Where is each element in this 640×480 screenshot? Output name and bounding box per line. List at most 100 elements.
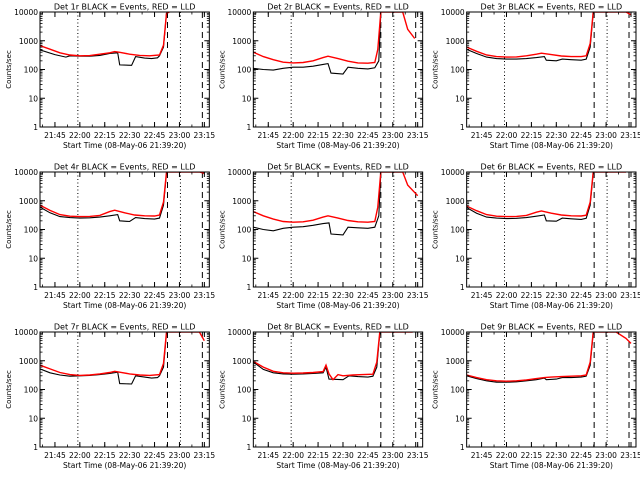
x-tick-label: 22:30	[332, 451, 354, 460]
y-tick-label: 100	[24, 386, 39, 395]
x-tick-label: 22:15	[307, 131, 329, 140]
y-tick-label: 1	[460, 123, 465, 132]
x-tick-label: 23:15	[620, 451, 640, 460]
y-tick-label: 10000	[14, 168, 38, 177]
detector-panel: 1 10 100 1000 10000 21:45 22:00 22:15 22:30 22:45…	[432, 323, 640, 471]
y-tick-label: 10	[455, 254, 465, 263]
lld-series-line	[40, 12, 170, 57]
y-axis-label: Counts/sec	[432, 210, 440, 249]
x-tick-label: 22:45	[357, 291, 379, 300]
y-tick-label: 10	[28, 414, 38, 423]
y-tick-label: 1000	[232, 37, 251, 46]
y-tick-label: 1	[247, 443, 252, 452]
events-series-line	[253, 13, 382, 75]
chart-title: Det 9r BLACK = Events, RED = LLD	[481, 323, 623, 332]
x-tick-label: 23:00	[382, 451, 404, 460]
y-axis-label: Counts/sec	[218, 210, 226, 249]
y-tick-label: 10000	[14, 328, 38, 337]
x-tick-label: 22:45	[570, 451, 592, 460]
events-series-line	[40, 333, 168, 385]
y-tick-label: 1	[460, 283, 465, 292]
y-tick-label: 10000	[227, 328, 251, 337]
y-axis-label: Counts/sec	[218, 370, 226, 409]
x-tick-label: 22:15	[307, 291, 329, 300]
y-tick-label: 100	[450, 66, 465, 75]
y-tick-label: 100	[237, 226, 252, 235]
y-tick-label: 1	[33, 283, 38, 292]
detector-panel: 1 10 100 1000 10000 21:45 22:00 22:15 22:30 22:45…	[218, 323, 428, 471]
plot-frame	[252, 331, 424, 448]
y-tick-label: 1	[247, 123, 252, 132]
x-tick-label: 22:30	[119, 291, 141, 300]
events-series-line	[40, 13, 168, 66]
x-tick-label: 22:45	[357, 451, 379, 460]
x-tick-label: 21:45	[44, 131, 66, 140]
x-tick-label: 22:00	[69, 131, 91, 140]
x-tick-label: 22:45	[357, 131, 379, 140]
x-tick-label: 21:45	[257, 451, 279, 460]
y-tick-label: 1000	[446, 197, 465, 206]
x-tick-label: 23:15	[194, 451, 216, 460]
y-tick-label: 1	[247, 283, 252, 292]
y-tick-label: 100	[24, 66, 39, 75]
x-tick-label: 22:45	[144, 131, 166, 140]
y-tick-label: 10	[242, 254, 252, 263]
plot-frame	[466, 11, 637, 128]
x-tick-label: 23:00	[169, 131, 191, 140]
y-axis-label: Counts/sec	[5, 50, 13, 89]
lld-series-line	[253, 172, 419, 223]
detector-panel: 1 10 100 1000 10000 21:45 22:00 22:15 22:30 22:45…	[432, 3, 640, 151]
x-tick-label: 22:15	[521, 291, 543, 300]
events-series-line	[253, 173, 382, 236]
x-tick-label: 23:15	[620, 291, 640, 300]
x-tick-label: 23:15	[620, 131, 640, 140]
y-tick-label: 1000	[446, 357, 465, 366]
x-tick-label: 23:00	[595, 131, 617, 140]
x-tick-label: 22:30	[119, 131, 141, 140]
x-tick-label: 22:15	[521, 131, 543, 140]
chart-title: Det 4r BLACK = Events, RED = LLD	[54, 163, 196, 172]
x-tick-label: 22:00	[496, 451, 518, 460]
x-axis-label: Start Time (08-May-06 21:39:20)	[63, 141, 186, 150]
y-tick-label: 10	[242, 414, 252, 423]
x-tick-label: 23:15	[194, 131, 216, 140]
plot-frame	[466, 171, 637, 288]
detector-panel: 1 10 100 1000 10000 21:45 22:00 22:15 22:30 22:45…	[432, 163, 640, 311]
y-tick-label: 10	[455, 94, 465, 103]
events-series-line	[466, 13, 594, 62]
x-axis-label: Start Time (08-May-06 21:39:20)	[276, 461, 399, 470]
y-tick-label: 10000	[441, 168, 465, 177]
plot-frame	[39, 171, 210, 288]
y-tick-label: 1000	[232, 197, 251, 206]
y-axis-label: Counts/sec	[432, 50, 440, 89]
x-tick-label: 22:00	[496, 131, 518, 140]
x-tick-label: 21:45	[257, 131, 279, 140]
lld-series-line	[40, 332, 205, 377]
y-tick-label: 1000	[19, 37, 38, 46]
x-tick-label: 23:15	[407, 291, 429, 300]
x-tick-label: 22:30	[332, 291, 354, 300]
lld-series-line	[466, 172, 626, 218]
y-tick-label: 1000	[232, 357, 251, 366]
y-tick-label: 1	[460, 443, 465, 452]
x-tick-label: 22:15	[94, 291, 116, 300]
plot-frame	[466, 331, 637, 448]
chart-title: Det 2r BLACK = Events, RED = LLD	[267, 3, 409, 12]
x-tick-label: 22:45	[570, 291, 592, 300]
x-tick-label: 22:15	[94, 451, 116, 460]
lld-series-line	[466, 12, 632, 58]
x-axis-label: Start Time (08-May-06 21:39:20)	[490, 141, 613, 150]
x-axis-label: Start Time (08-May-06 21:39:20)	[63, 461, 186, 470]
x-tick-label: 23:00	[595, 451, 617, 460]
y-axis-label: Counts/sec	[432, 370, 440, 409]
detector-panel: 1 10 100 1000 10000 21:45 22:00 22:15 22:30 22:45…	[218, 3, 428, 151]
x-tick-label: 23:00	[169, 291, 191, 300]
lld-series-line	[466, 332, 632, 382]
x-tick-label: 22:45	[144, 451, 166, 460]
chart-title: Det 3r BLACK = Events, RED = LLD	[481, 3, 623, 12]
x-tick-label: 22:00	[69, 451, 91, 460]
y-tick-label: 100	[24, 226, 39, 235]
x-tick-label: 23:15	[407, 451, 429, 460]
lld-series-line	[253, 332, 413, 381]
